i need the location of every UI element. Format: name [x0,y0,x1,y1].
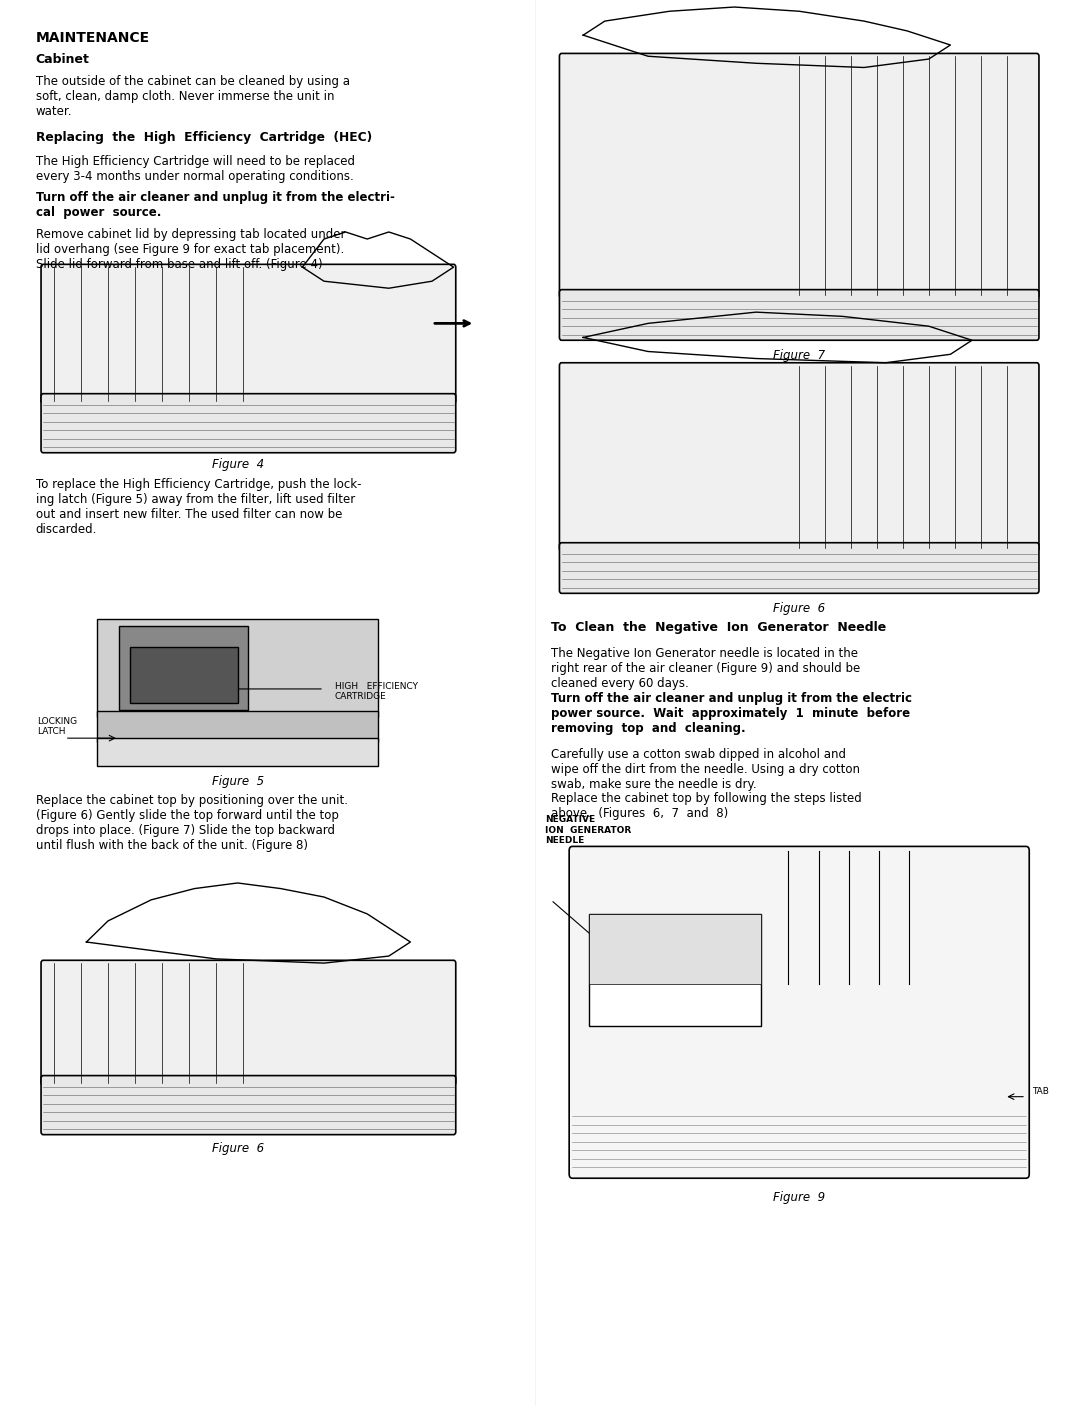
Text: The Negative Ion Generator needle is located in the
right rear of the air cleane: The Negative Ion Generator needle is loc… [551,647,860,690]
Text: HIGH   EFFICIENCY
CARTRIDGE: HIGH EFFICIENCY CARTRIDGE [335,682,418,702]
Text: Turn off the air cleaner and unplug it from the electri-
cal  power  source.: Turn off the air cleaner and unplug it f… [36,191,394,219]
Text: NEGATIVE
ION  GENERATOR
NEEDLE: NEGATIVE ION GENERATOR NEEDLE [545,815,632,845]
Text: Figure  9: Figure 9 [773,1191,825,1204]
Text: Figure  7: Figure 7 [773,349,825,361]
Text: TAB: TAB [1032,1087,1050,1095]
Text: Replace the cabinet top by following the steps listed
above.  (Figures  6,  7  a: Replace the cabinet top by following the… [551,792,862,820]
Bar [97,738,378,766]
Text: To replace the High Efficiency Cartridge, push the lock-
ing latch (Figure 5) aw: To replace the High Efficiency Cartridge… [36,478,361,536]
Text: Figure  6: Figure 6 [773,602,825,614]
FancyBboxPatch shape [41,394,456,453]
FancyBboxPatch shape [41,1076,456,1135]
FancyBboxPatch shape [559,290,1039,340]
Bar [119,626,248,710]
Bar [130,647,238,703]
Bar [589,914,761,1026]
Text: Replace the cabinet top by positioning over the unit.
(Figure 6) Gently slide th: Replace the cabinet top by positioning o… [36,794,348,852]
Text: Turn off the air cleaner and unplug it from the electric
power source.  Wait  ap: Turn off the air cleaner and unplug it f… [551,692,912,735]
FancyBboxPatch shape [559,363,1039,551]
Bar [97,619,378,717]
Text: Replacing  the  High  Efficiency  Cartridge  (HEC): Replacing the High Efficiency Cartridge … [36,131,372,143]
Text: The outside of the cabinet can be cleaned by using a
soft, clean, damp cloth. Ne: The outside of the cabinet can be cleane… [36,75,350,118]
FancyBboxPatch shape [41,960,456,1085]
Text: Figure  5: Figure 5 [212,775,264,787]
Text: The High Efficiency Cartridge will need to be replaced
every 3-4 months under no: The High Efficiency Cartridge will need … [36,155,354,183]
Text: Carefully use a cotton swab dipped in alcohol and
wipe off the dirt from the nee: Carefully use a cotton swab dipped in al… [551,748,860,792]
FancyBboxPatch shape [41,264,456,404]
Text: Cabinet: Cabinet [36,53,90,66]
Text: LOCKING
LATCH: LOCKING LATCH [37,717,77,737]
FancyBboxPatch shape [569,846,1029,1178]
Text: To  Clean  the  Negative  Ion  Generator  Needle: To Clean the Negative Ion Generator Need… [551,621,886,634]
Bar [97,711,378,742]
Bar [589,914,761,984]
Text: Figure  4: Figure 4 [212,458,264,471]
FancyBboxPatch shape [559,543,1039,593]
Text: MAINTENANCE: MAINTENANCE [36,31,150,45]
FancyBboxPatch shape [559,53,1039,298]
Text: Remove cabinet lid by depressing tab located under
lid overhang (see Figure 9 fo: Remove cabinet lid by depressing tab loc… [36,228,346,271]
Text: Figure  6: Figure 6 [212,1142,264,1154]
